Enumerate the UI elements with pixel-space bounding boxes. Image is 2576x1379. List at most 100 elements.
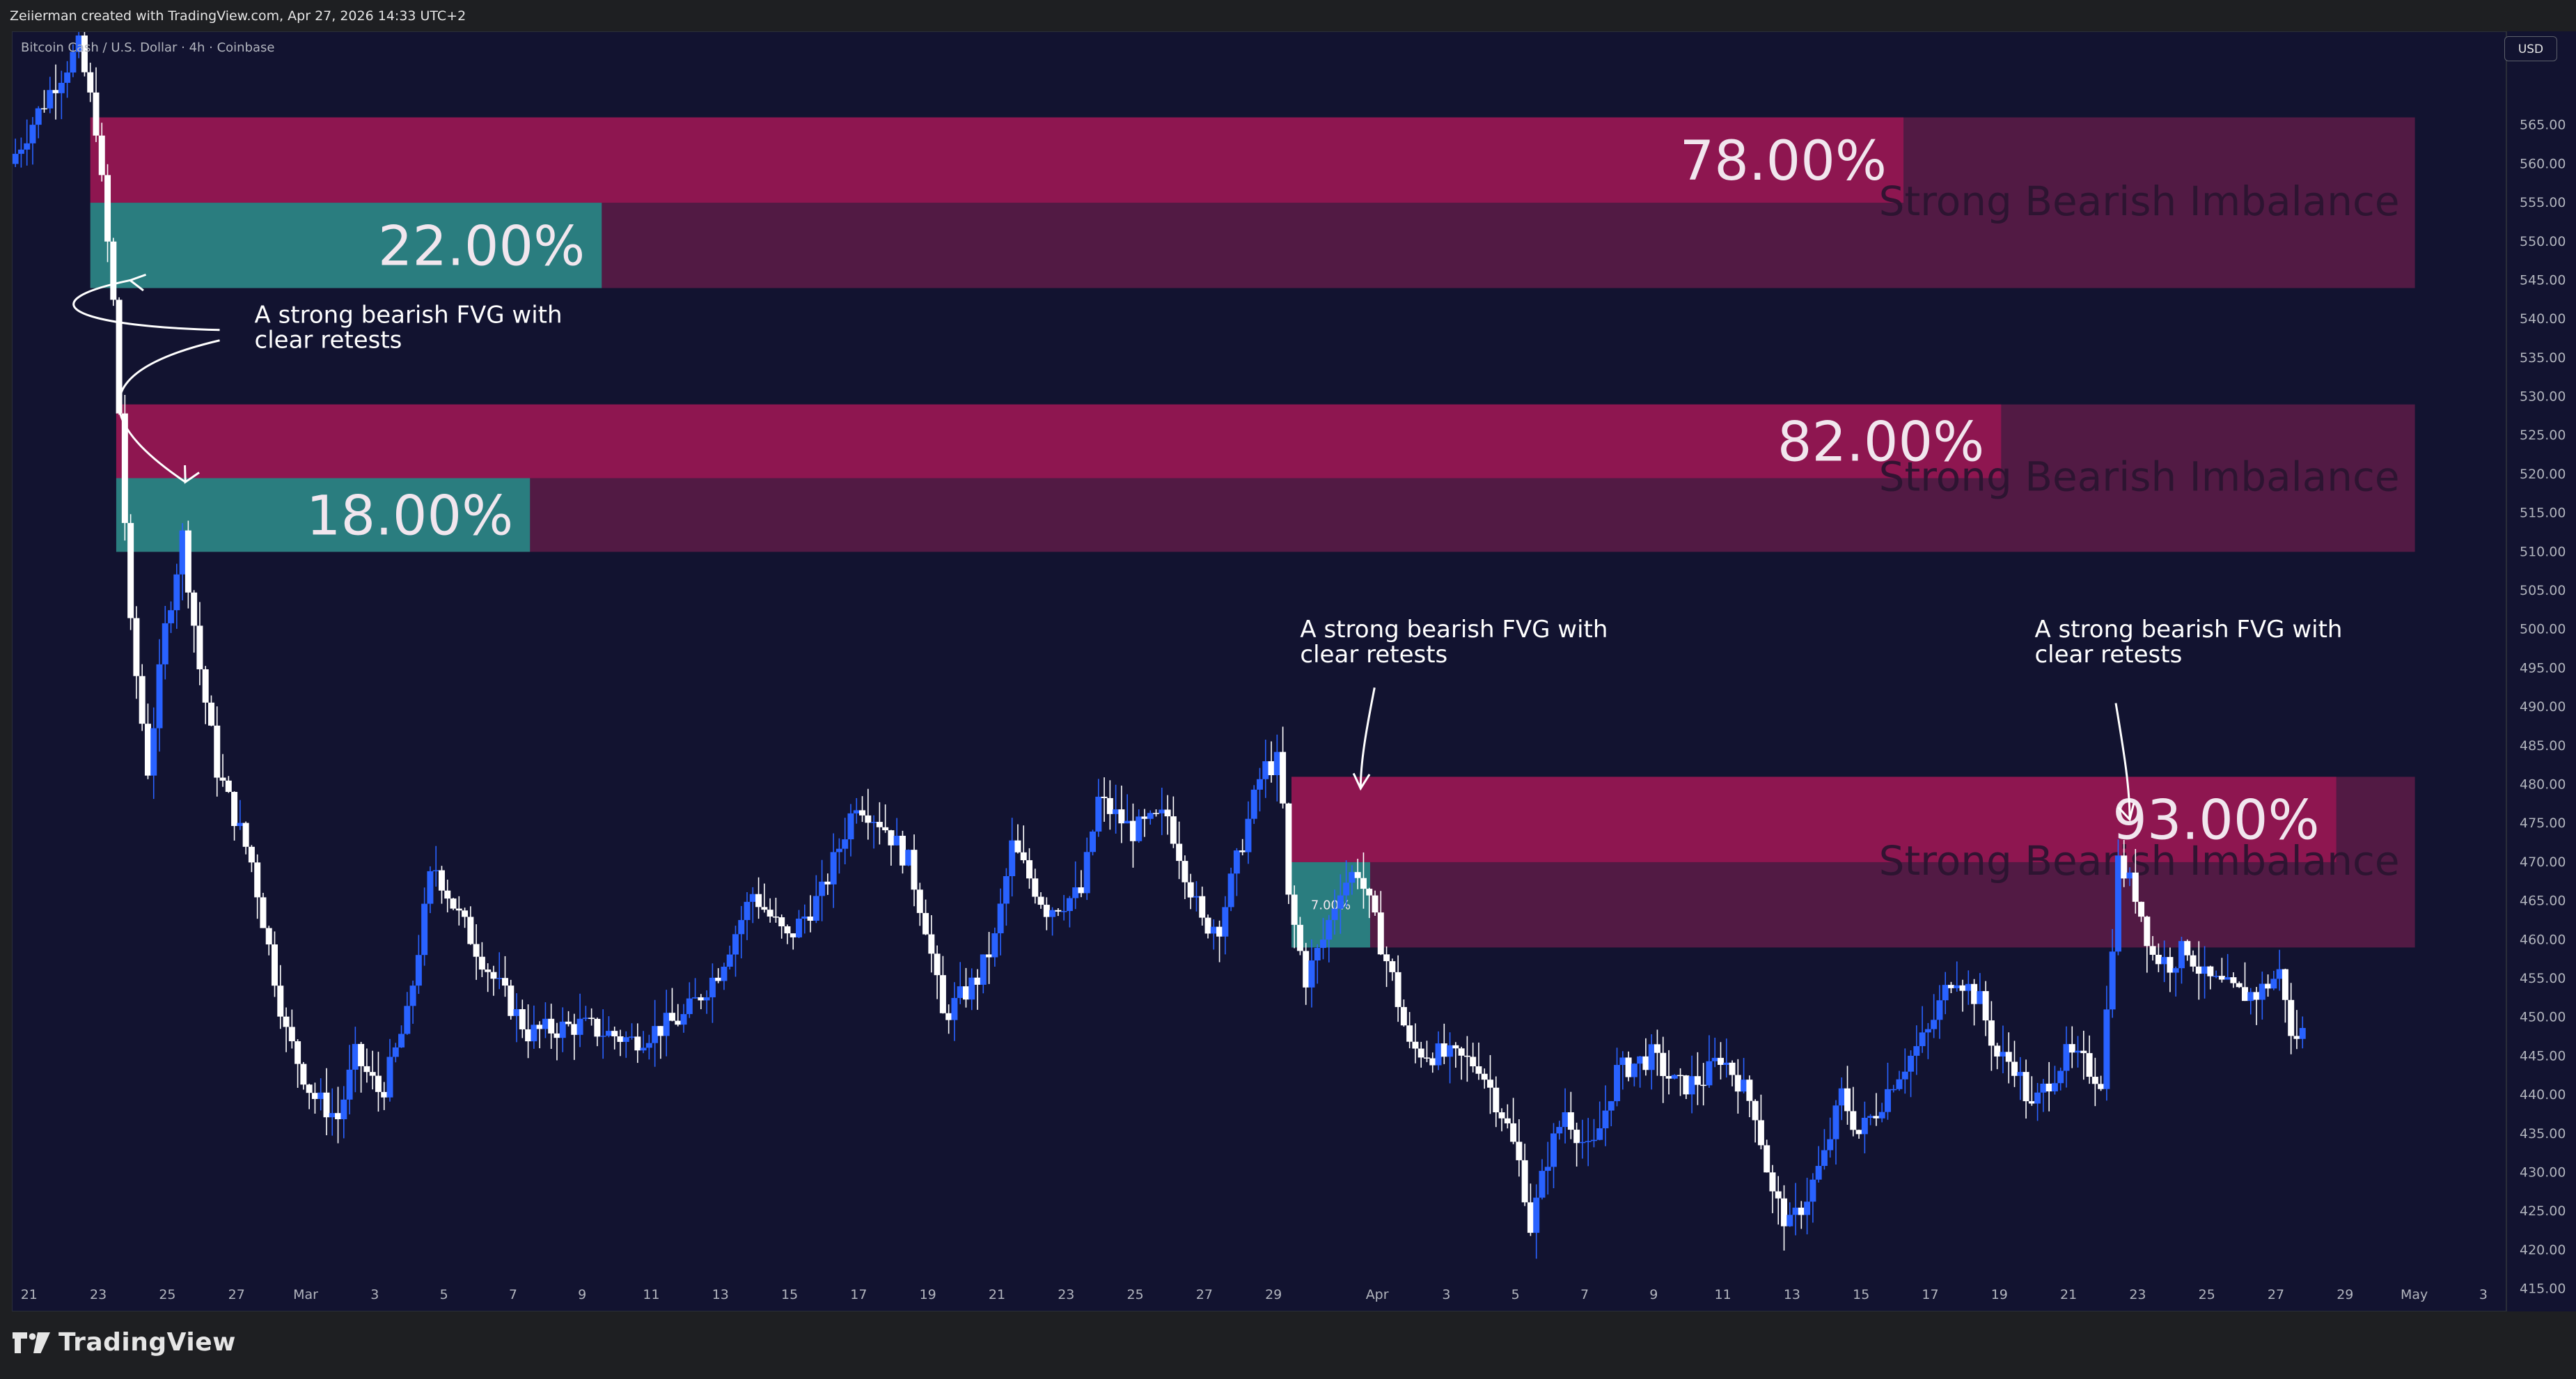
time-tick-label: 15 <box>1853 1287 1869 1302</box>
candle <box>207 695 214 726</box>
candle <box>409 980 416 1024</box>
candle <box>1994 1043 2001 1070</box>
candle <box>1521 1144 1528 1206</box>
candle <box>1931 994 1938 1038</box>
candle <box>519 999 526 1038</box>
candle <box>905 849 912 866</box>
candle <box>1458 1046 1465 1080</box>
candle-body <box>1400 1006 1407 1026</box>
candle <box>306 1084 313 1109</box>
currency-button[interactable]: USD <box>2504 36 2557 61</box>
candle <box>1602 1085 1609 1146</box>
candle-body <box>767 910 773 917</box>
price-tick-label: 505.00 <box>2520 583 2566 598</box>
candle <box>1683 1075 1690 1100</box>
candle-body <box>41 108 48 109</box>
candle <box>1855 1129 1862 1139</box>
candle <box>1227 867 1234 912</box>
candle-body <box>911 850 918 890</box>
candle-body <box>559 1021 566 1038</box>
price-tick-label: 540.00 <box>2520 311 2566 327</box>
candle <box>2247 988 2254 1015</box>
candle <box>1809 1173 1816 1223</box>
tradingview-logo[interactable]: TradingView <box>13 1328 236 1357</box>
candle-body <box>335 1113 342 1119</box>
candle-body <box>824 881 831 885</box>
candle <box>1268 741 1275 783</box>
price-tick-label: 420.00 <box>2520 1242 2566 1258</box>
time-tick-label: 3 <box>2479 1287 2488 1302</box>
candle-body <box>1988 1020 1995 1046</box>
candle <box>1349 865 1356 895</box>
candle-body <box>1614 1065 1621 1102</box>
price-tick-label: 500.00 <box>2520 622 2566 637</box>
candle <box>1896 1070 1903 1091</box>
candle <box>1614 1047 1621 1107</box>
candle-body <box>968 977 975 1000</box>
chart-svg[interactable]: 78.00%22.00%Strong Bearish Imbalance82.0… <box>13 32 2506 1311</box>
arrow-2 <box>1352 687 1376 791</box>
candle-body <box>1567 1112 1574 1130</box>
candle <box>1037 892 1044 909</box>
candle <box>2005 1032 2012 1084</box>
candle-body <box>2265 983 2272 989</box>
chart-area[interactable]: 78.00% 22.00% Strong Bearish Imbalance 82.0… <box>12 31 2506 1311</box>
candle-body <box>1113 809 1120 814</box>
price-tick-label: 470.00 <box>2520 855 2566 870</box>
candle <box>1003 868 1010 926</box>
candle-body <box>173 574 180 611</box>
candle <box>1159 787 1165 836</box>
candle <box>87 63 94 102</box>
candle <box>1435 1031 1442 1070</box>
candle <box>2068 1026 2075 1068</box>
candle <box>1060 895 1067 921</box>
candle <box>968 968 975 1011</box>
candle <box>1637 1055 1644 1088</box>
candle-body <box>2023 1072 2029 1102</box>
candle-body <box>2190 955 2197 967</box>
candle <box>13 138 19 167</box>
candle <box>888 829 895 866</box>
price-axis[interactable]: 415.00 420.00 425.00 430.00 435.00 440.00 445.… <box>2506 31 2576 1311</box>
price-tick-label: 415.00 <box>2520 1281 2566 1297</box>
candle-body <box>352 1043 359 1070</box>
candle <box>375 1052 382 1112</box>
candle <box>686 982 693 1018</box>
candle-body <box>346 1069 353 1100</box>
candle <box>427 866 434 914</box>
candle-body <box>179 530 186 575</box>
candle <box>2178 937 2185 984</box>
zone-bull-volume-bar <box>90 203 602 288</box>
price-tick-label: 495.00 <box>2520 660 2566 676</box>
candle-body <box>1136 816 1142 841</box>
candle-body <box>1504 1118 1511 1123</box>
candle-body <box>588 1018 595 1019</box>
candle <box>2011 1041 2018 1087</box>
candle <box>576 993 583 1047</box>
candle-body <box>772 917 779 918</box>
candle-body <box>104 175 111 242</box>
candle-body <box>2121 855 2128 879</box>
candle-body <box>622 1037 629 1042</box>
candle <box>294 1039 301 1088</box>
candle <box>47 77 54 114</box>
candle <box>2109 928 2116 1018</box>
candle-body <box>1452 1045 1459 1049</box>
candle <box>340 1086 347 1139</box>
candle <box>2080 1030 2087 1080</box>
candle <box>1400 999 1407 1027</box>
candle <box>772 897 779 923</box>
candle-body <box>1239 850 1246 852</box>
candle <box>1781 1185 1788 1251</box>
candle <box>1527 1183 1534 1236</box>
candle-body <box>1176 843 1183 862</box>
candle-body <box>1550 1133 1557 1167</box>
candle-body <box>2149 946 2156 955</box>
time-axis[interactable]: 21 23 25 27 Mar 3 5 7 9 11 13 15 17 19 21 23 25 27 29 Apr 3 5… <box>12 1280 2506 1311</box>
candle <box>110 237 117 306</box>
time-tick-label: 7 <box>1580 1287 1589 1302</box>
candle-body <box>2178 941 2185 969</box>
candle <box>1717 1042 1724 1080</box>
candle <box>629 1023 636 1040</box>
candle-body <box>1118 809 1125 824</box>
